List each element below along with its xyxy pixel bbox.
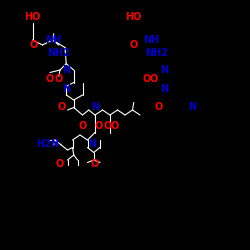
Text: N: N [88,139,96,149]
Text: O: O [150,74,158,84]
Text: NH: NH [46,35,62,45]
Text: O: O [94,121,103,131]
Text: N: N [160,65,168,75]
Text: NH: NH [143,35,160,45]
Text: O: O [104,121,112,131]
Text: N: N [91,102,99,113]
Text: O: O [57,102,66,113]
Text: O: O [30,40,38,50]
Text: N: N [62,84,70,94]
Text: O: O [130,40,138,50]
Text: NH2: NH2 [47,48,70,58]
Text: H2N: H2N [36,139,59,149]
Text: O: O [78,121,87,131]
Text: O: O [154,102,163,113]
Text: O: O [142,74,150,84]
Text: O: O [54,74,63,84]
Text: HO: HO [126,12,142,22]
Text: N: N [62,65,70,75]
Text: HO: HO [24,12,41,22]
Text: O: O [46,74,54,84]
Text: O: O [111,121,119,131]
Text: N: N [188,102,196,113]
Text: N: N [160,84,168,94]
Text: O: O [56,159,64,169]
Text: NH2: NH2 [145,48,168,58]
Text: O: O [91,159,99,169]
